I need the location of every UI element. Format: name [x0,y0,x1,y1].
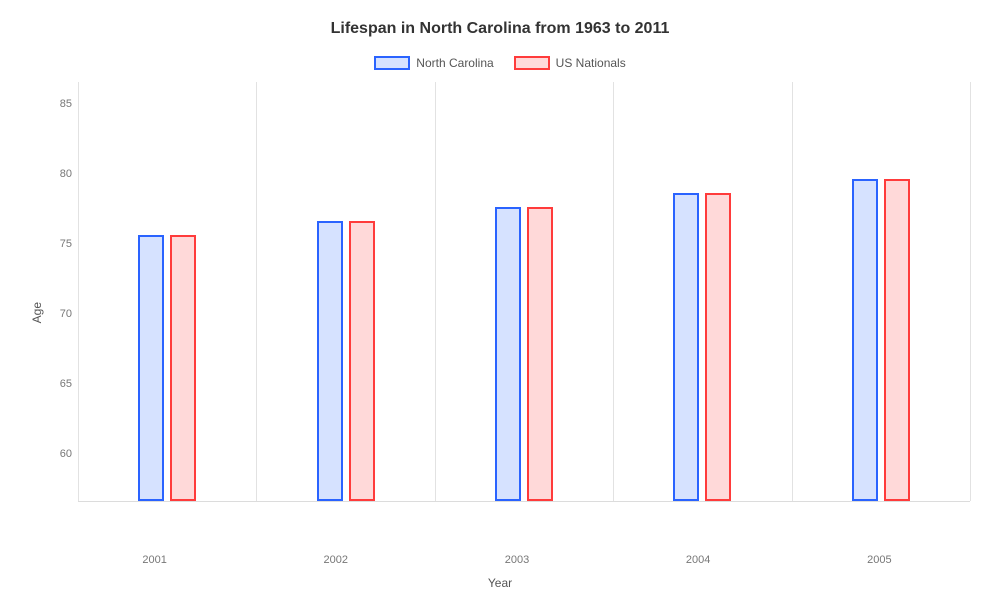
plot-area [78,82,970,502]
legend-item-nc: North Carolina [374,56,493,70]
bar-group [256,221,434,501]
x-tick: 2003 [426,544,607,566]
bar-us [705,193,731,501]
bar-group [792,179,970,501]
bar-nc [673,193,699,501]
bar-us [884,179,910,501]
legend-swatch-nc [374,56,410,70]
bar-nc [852,179,878,501]
y-axis-label: Age [30,302,44,323]
legend: North Carolina US Nationals [374,56,625,70]
bar-us [170,235,196,501]
x-tick: 2005 [789,544,970,566]
legend-item-us: US Nationals [514,56,626,70]
bar-group [613,193,791,501]
chart-title: Lifespan in North Carolina from 1963 to … [331,20,670,38]
legend-swatch-us [514,56,550,70]
x-tick: 2001 [64,544,245,566]
bar-us [527,207,553,501]
x-tick: 2004 [608,544,789,566]
bar-nc [138,235,164,501]
chart-area: Age 858075706560 [30,82,970,544]
bar-us [349,221,375,501]
bar-nc [495,207,521,501]
x-axis: 20012002200320042005 [64,544,970,566]
bar-nc [317,221,343,501]
y-axis: 858075706560 [48,82,78,502]
x-axis-label: Year [30,576,970,590]
legend-label-nc: North Carolina [416,56,493,70]
bar-group [78,235,256,501]
bar-group [435,207,613,501]
x-region: 20012002200320042005 Year [30,544,970,590]
gridline [970,82,971,501]
legend-label-us: US Nationals [556,56,626,70]
x-tick: 2002 [245,544,426,566]
